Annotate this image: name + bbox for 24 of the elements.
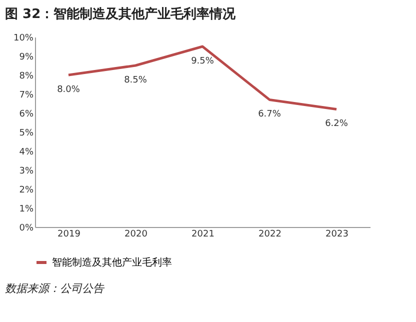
y-tick-label: 1% <box>19 204 34 214</box>
x-tick-label: 2020 <box>124 230 148 240</box>
x-tick-label: 2021 <box>192 230 214 240</box>
y-tick-label: 8% <box>19 72 34 82</box>
y-tick-label: 2% <box>19 186 34 196</box>
data-label: 9.5% <box>191 56 214 66</box>
y-tick-label: 5% <box>19 128 34 138</box>
legend-label: 智能制造及其他产业毛利率 <box>52 256 172 268</box>
y-tick-label: 4% <box>19 148 34 158</box>
y-tick-label: 3% <box>19 166 34 176</box>
y-tick-label: 9% <box>19 52 34 62</box>
data-label: 6.7% <box>258 110 282 120</box>
data-label: 6.2% <box>325 119 348 130</box>
x-tick-label: 2022 <box>258 230 282 240</box>
data-label: 8.5% <box>124 76 148 86</box>
x-tick-label: 2019 <box>58 230 81 240</box>
y-tick-label: 10% <box>13 34 34 44</box>
y-tick-label: 0% <box>19 224 34 234</box>
chart-title: 图 32：智能制造及其他产业毛利率情况 <box>5 6 237 22</box>
x-tick-label: 2023 <box>326 230 348 240</box>
data-label: 8.0% <box>57 85 80 95</box>
y-tick-label: 7% <box>19 90 34 100</box>
y-tick-label: 6% <box>19 110 34 120</box>
source-note: 数据来源：公司公告 <box>5 282 105 295</box>
